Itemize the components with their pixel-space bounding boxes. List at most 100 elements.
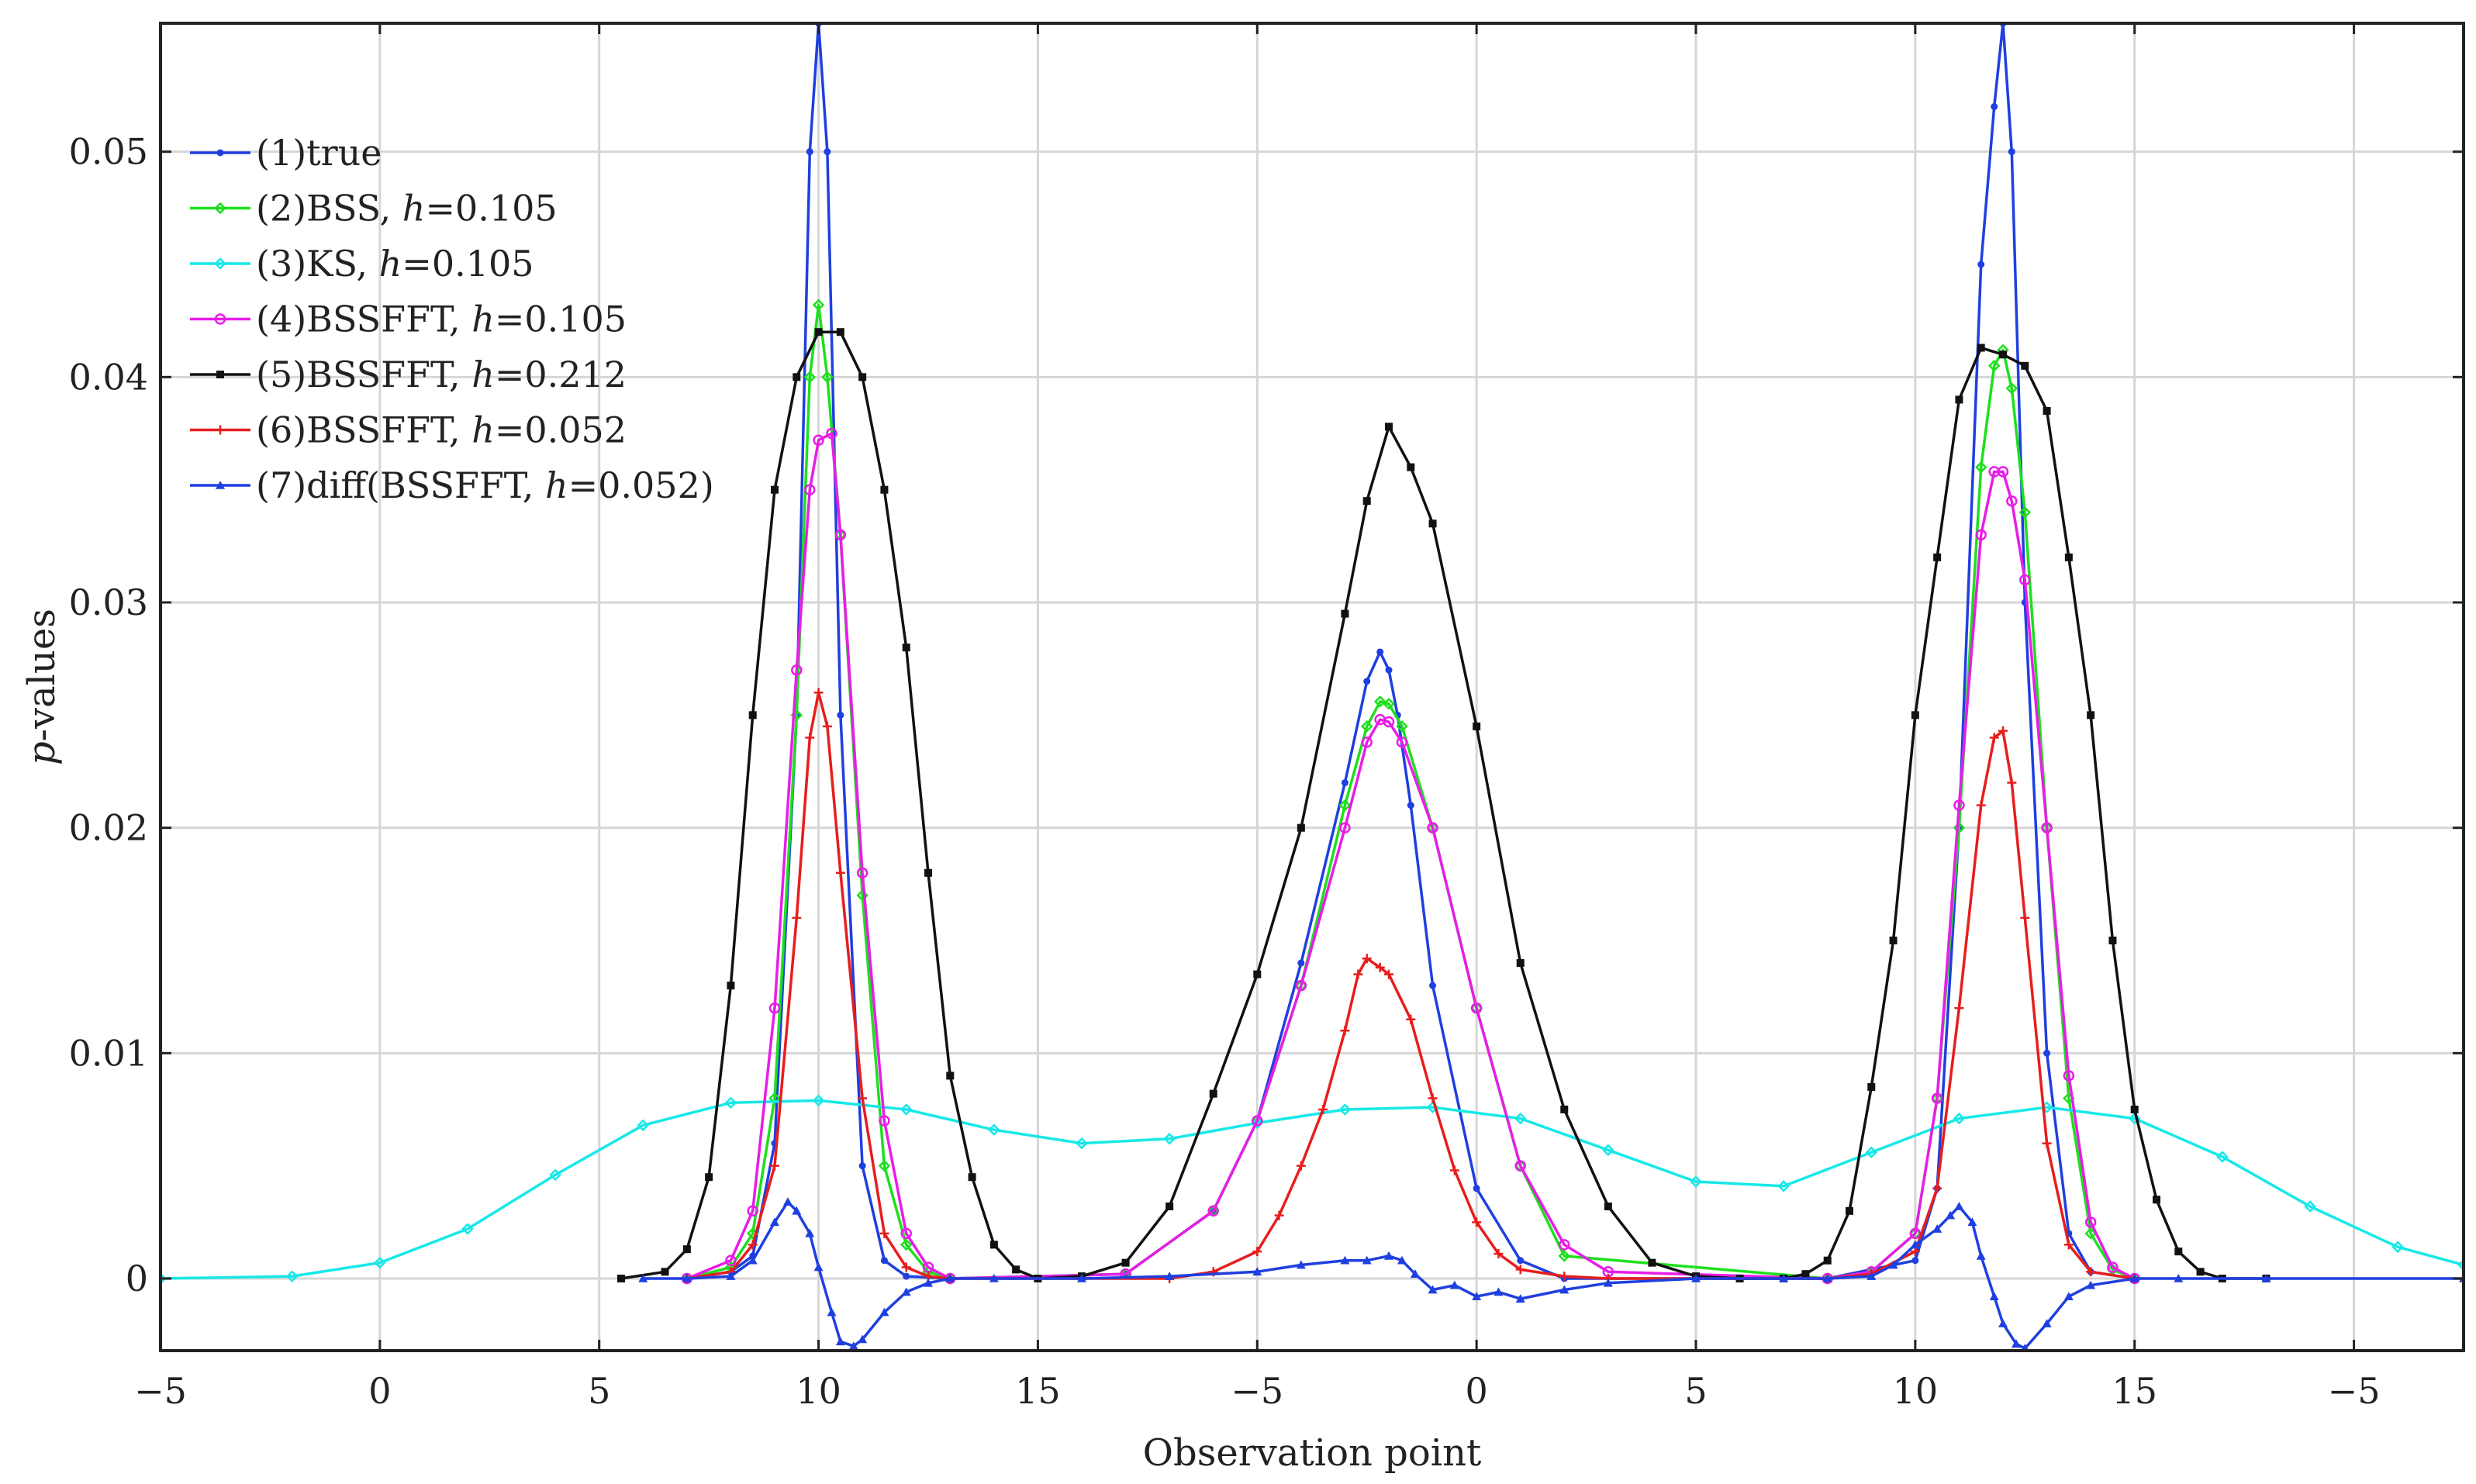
legend-marker <box>214 313 226 325</box>
data-point <box>1338 799 1352 812</box>
data-point <box>900 1103 913 1116</box>
series-5 <box>617 328 2271 1282</box>
legend-item: (1)true <box>190 132 382 174</box>
data-point <box>858 1093 868 1103</box>
data-point <box>1473 722 1481 730</box>
grid <box>159 23 2464 1351</box>
legend: (1)true(2)BSS, h=0.105(3)KS, h=0.105(4)B… <box>190 132 714 506</box>
data-point <box>1472 1217 1482 1227</box>
data-point <box>1353 969 1363 979</box>
data-point <box>1932 1183 1942 1193</box>
data-point <box>1997 466 2009 478</box>
legend-label-param: h <box>379 243 402 285</box>
y-tick-label: 0.03 <box>69 582 148 623</box>
tick-layer: −5 0 5 10 15 −5 0 5 10 15 −5 0 0.01 0.02 0.03 0.04 0.05 <box>69 23 2464 1412</box>
data-point <box>1251 1116 1264 1130</box>
legend-marker <box>216 425 225 435</box>
data-point <box>1976 800 1986 810</box>
data-point <box>705 1173 713 1182</box>
data-point <box>1384 1251 1393 1260</box>
data-point <box>902 644 910 652</box>
legend-label-param: h <box>402 188 426 230</box>
data-point <box>374 1256 386 1269</box>
data-point <box>880 485 889 494</box>
series-line <box>686 23 2135 1280</box>
legend-item: (6)BSSFFT, h=0.052 <box>190 409 627 451</box>
data-point <box>1974 461 1987 474</box>
data-point <box>879 1115 890 1127</box>
data-point <box>768 1002 781 1014</box>
data-point <box>792 913 802 923</box>
data-point <box>1953 821 1966 834</box>
data-point <box>1297 823 1305 832</box>
data-point <box>1998 1319 2008 1327</box>
data-point <box>1373 695 1386 708</box>
data-point <box>770 1217 779 1227</box>
data-point <box>821 371 834 384</box>
series-line <box>161 1099 2464 1280</box>
data-point <box>1690 1175 1702 1188</box>
data-point <box>791 664 803 676</box>
data-point <box>1494 1249 1504 1259</box>
series-7 <box>638 1197 2464 1351</box>
data-point <box>1396 720 1408 733</box>
data-point <box>1955 395 1963 404</box>
data-point <box>803 371 817 384</box>
data-point <box>880 1257 888 1265</box>
data-point <box>806 148 813 156</box>
data-point <box>1977 343 1985 352</box>
legend-item: (5)BSSFFT, h=0.212 <box>190 354 627 395</box>
data-point <box>812 299 825 312</box>
data-point <box>1889 936 1898 944</box>
data-point <box>748 1240 758 1250</box>
series-layer <box>161 23 2464 1351</box>
legend-label-text: (2)BSS, <box>256 188 402 230</box>
data-point <box>1514 1112 1527 1125</box>
data-point <box>1865 1146 1878 1158</box>
legend-label-text: (1)true <box>256 132 382 174</box>
data-point <box>661 1268 669 1276</box>
data-point <box>826 427 837 440</box>
data-point <box>1911 711 1919 720</box>
data-point <box>1603 1278 1613 1287</box>
data-point <box>1341 609 1349 618</box>
data-point <box>1977 261 1985 268</box>
legend-label: (5)BSSFFT, h=0.212 <box>256 354 627 395</box>
data-point <box>1558 1250 1571 1262</box>
data-point <box>1648 1258 1656 1267</box>
data-point <box>1517 1257 1525 1265</box>
data-point <box>1407 802 1414 809</box>
legend-label: (6)BSSFFT, h=0.052 <box>256 409 627 451</box>
data-point <box>682 1245 691 1254</box>
data-point <box>822 721 832 731</box>
data-point <box>814 328 823 336</box>
data-point <box>1012 1265 1020 1274</box>
data-point <box>782 1197 793 1206</box>
data-point <box>2084 1227 2097 1240</box>
data-point <box>724 1096 737 1110</box>
data-point <box>858 1334 868 1344</box>
data-point <box>1953 799 1965 811</box>
x-tick-label: 5 <box>1684 1370 1707 1412</box>
data-point <box>2086 1267 2096 1277</box>
data-point <box>2043 406 2051 415</box>
data-point <box>1297 959 1305 967</box>
data-point <box>1339 822 1351 833</box>
x-tick-label: 15 <box>1015 1370 1061 1412</box>
data-point <box>988 1123 1000 1136</box>
data-point <box>812 1094 825 1107</box>
data-point <box>1361 736 1373 748</box>
data-point <box>805 1228 815 1237</box>
data-point <box>989 1273 999 1282</box>
data-point <box>836 328 844 336</box>
data-point <box>1954 1003 1964 1013</box>
data-point <box>2130 1105 2139 1113</box>
data-point <box>1165 1202 1174 1210</box>
data-point <box>725 1254 737 1266</box>
data-point <box>1604 1202 1612 1210</box>
data-point <box>1989 733 1999 743</box>
legend-label: (2)BSS, h=0.105 <box>256 188 558 230</box>
x-tick-label: 15 <box>2112 1370 2157 1412</box>
data-point <box>2005 382 2018 395</box>
